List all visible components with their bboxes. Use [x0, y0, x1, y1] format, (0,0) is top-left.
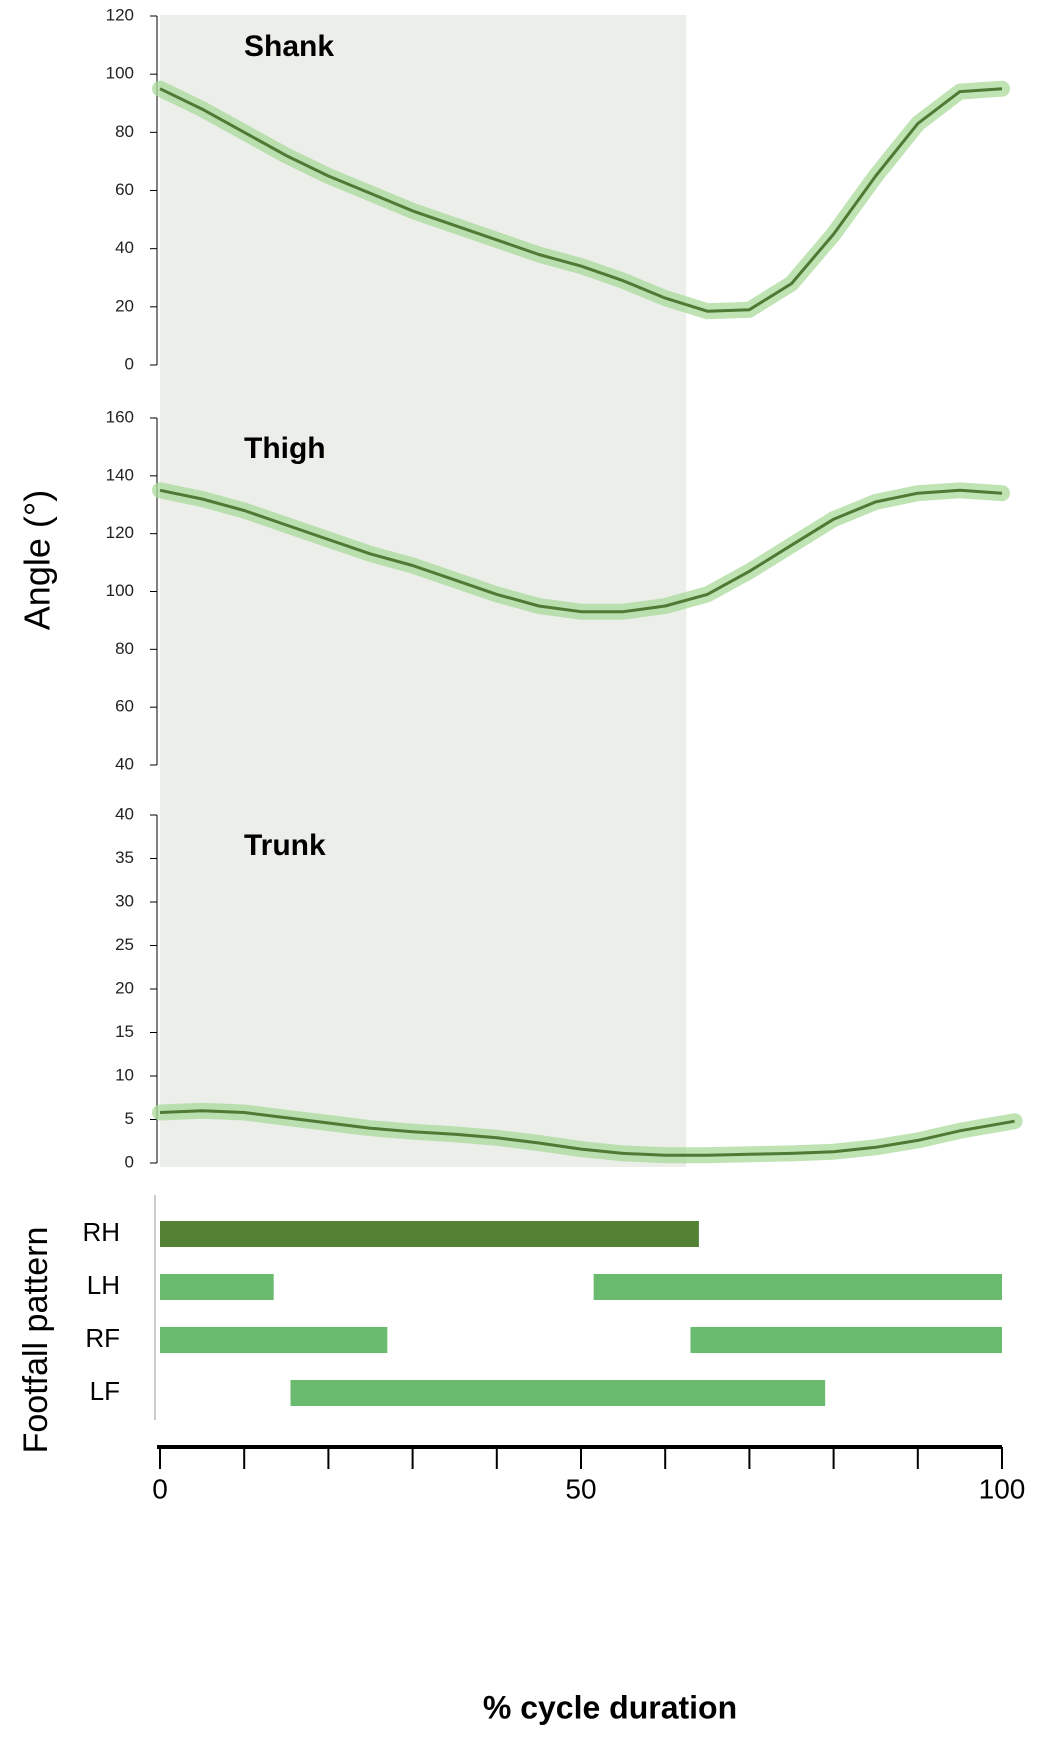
y-tick-label: 30	[115, 891, 134, 910]
footfall-bar	[290, 1380, 826, 1406]
y-tick-label: 5	[125, 1109, 134, 1128]
y-tick-label: 20	[115, 296, 134, 315]
x-tick-label: 0	[152, 1473, 168, 1504]
footfall-bar	[160, 1221, 699, 1247]
footfall-bar	[160, 1327, 388, 1353]
category-label: LH	[87, 1270, 120, 1300]
y-tick-label: 40	[115, 754, 134, 773]
footfall-bar	[593, 1274, 1002, 1300]
y-tick-label: 40	[115, 804, 134, 823]
y-tick-label: 15	[115, 1022, 134, 1041]
y-tick-label: 100	[106, 64, 134, 83]
y-tick-label: 35	[115, 848, 134, 867]
y-tick-label: 60	[115, 697, 134, 716]
category-label: RH	[82, 1217, 120, 1247]
y-tick-label: 0	[125, 354, 134, 373]
panel-title: Trunk	[244, 829, 326, 862]
background	[160, 15, 687, 1167]
y-tick-label: 80	[115, 639, 134, 658]
y-tick-label: 10	[115, 1065, 134, 1084]
y-tick-label: 80	[115, 122, 134, 141]
panel-title: Shank	[244, 30, 334, 63]
category-label: LF	[90, 1376, 120, 1406]
y-tick-label: 120	[106, 5, 134, 24]
line	[159, 87, 1003, 313]
y-tick-label: 120	[106, 523, 134, 542]
x-axis-label: % cycle duration	[483, 1689, 737, 1725]
y-tick-label: 0	[125, 1152, 134, 1171]
y-tick-label: 160	[106, 407, 134, 426]
y-axis-label: Angle (°)	[17, 490, 58, 630]
y-tick-label: 25	[115, 935, 134, 954]
y-tick-label: 20	[115, 978, 134, 997]
y-axis-label: Footfall pattern	[17, 1227, 55, 1454]
footfall-bar	[690, 1327, 1002, 1353]
x-tick-label: 100	[979, 1473, 1026, 1504]
y-tick-label: 60	[115, 180, 134, 199]
y-tick-label: 140	[106, 465, 134, 484]
y-tick-label: 100	[106, 581, 134, 600]
line	[159, 488, 1003, 614]
footfall-bar	[160, 1274, 274, 1300]
line	[159, 1109, 1015, 1157]
category-label: RF	[85, 1323, 120, 1353]
y-tick-label: 40	[115, 238, 134, 257]
highlight-region	[160, 15, 687, 1167]
panel-title: Thigh	[244, 432, 326, 465]
x-tick-label: 50	[565, 1473, 596, 1504]
